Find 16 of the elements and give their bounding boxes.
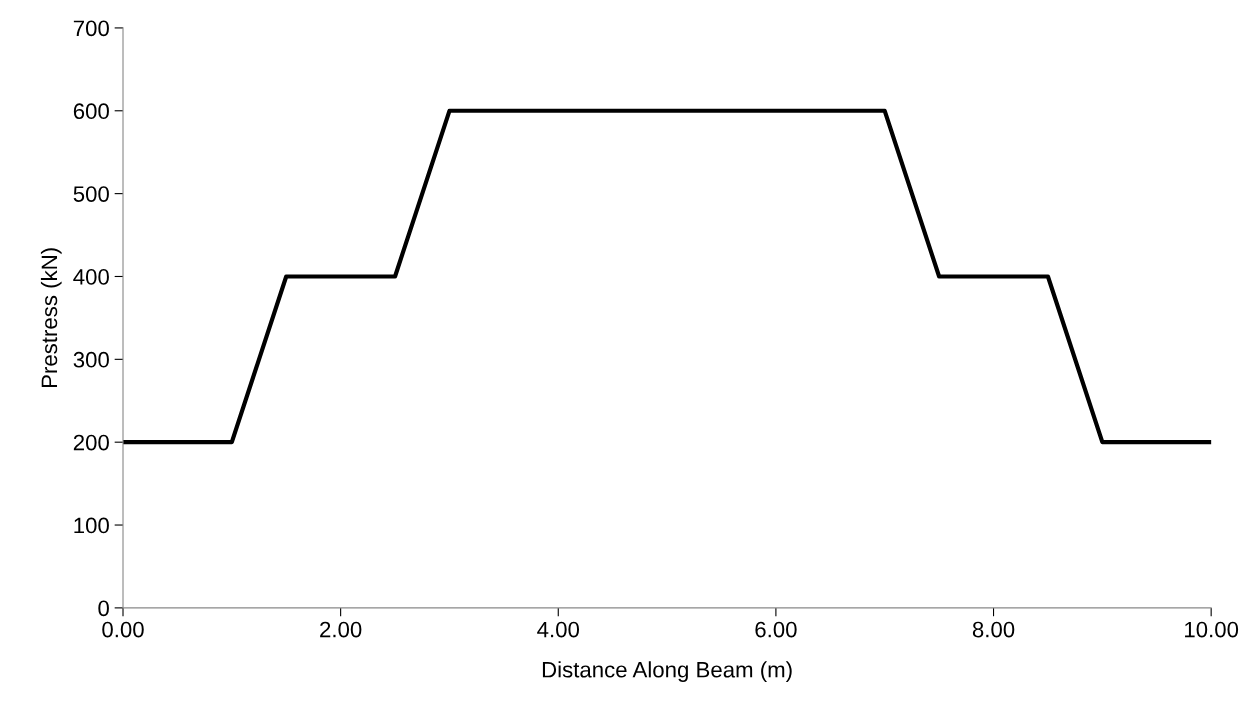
x-tick-label: 4.00 [537, 621, 580, 638]
x-tick-label: 0.00 [102, 621, 144, 638]
x-tick-label: 6.00 [755, 621, 797, 638]
y-tick-label: 200 [73, 434, 109, 451]
x-tick-label: 8.00 [972, 621, 1015, 638]
y-tick-label: 0 [98, 600, 109, 617]
y-axis-title: Prestress (kN) [40, 248, 62, 388]
x-tick-label: 10.00 [1185, 621, 1239, 638]
y-tick-label: 500 [73, 186, 109, 202]
y-tick-label: 100 [74, 517, 109, 534]
y-tick-label: 400 [73, 269, 109, 285]
y-tick-label: 700 [73, 20, 109, 37]
y-tick-label: 300 [73, 351, 109, 368]
x-axis-title: Distance Along Beam (m) [542, 661, 792, 682]
x-tick-label: 2.00 [320, 621, 362, 638]
y-tick-label: 600 [73, 103, 109, 120]
